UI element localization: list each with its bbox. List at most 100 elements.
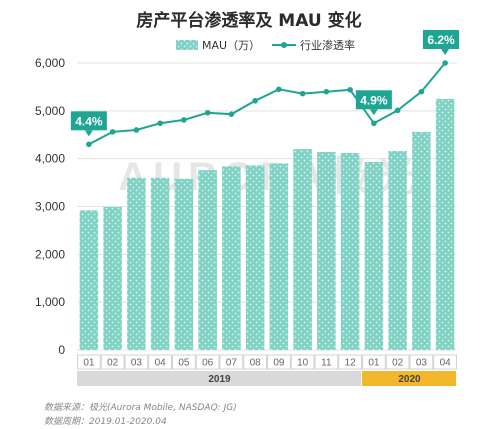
x-tick-label: 08 [250, 358, 262, 369]
callouts: 4.4% 4.9% 6.2% [70, 30, 459, 137]
mau-bar [79, 210, 99, 350]
x-tick-label: 06 [202, 358, 214, 369]
mau-bar [364, 162, 384, 350]
x-tick-label: 04 [155, 358, 167, 369]
penetration-point [323, 88, 330, 95]
penetration-point [181, 117, 187, 123]
callout-label: 4.9% [360, 93, 388, 107]
x-tick-label: 12 [345, 358, 357, 369]
callout-box [355, 90, 392, 110]
mau-bar [127, 177, 146, 350]
x-axis: 01 02 03 04 05 06 07 08 09 10 11 12 01 02 03 04 2019 2020 [77, 354, 457, 386]
month-cell [195, 354, 220, 370]
callout: 4.9% [355, 90, 392, 116]
penetration-point [394, 107, 401, 114]
callout: 6.2% [423, 30, 459, 55]
x-tick-label: 05 [178, 358, 190, 369]
penetration-point [252, 97, 258, 104]
y-tick-label: 2,000 [35, 247, 65, 261]
month-cell [290, 354, 315, 370]
x-tick-label: 02 [107, 358, 119, 369]
mau-bar [293, 149, 312, 350]
y-axis: 0 1,000 2,000 3,000 4,000 5,000 6,000 [35, 56, 65, 357]
penetration-point [228, 111, 235, 117]
month-cell [385, 354, 410, 370]
x-tick-label: 03 [416, 358, 428, 369]
month-cell [338, 354, 362, 370]
callout-box [70, 111, 107, 131]
penetration-point [418, 88, 425, 95]
penetration-point [442, 60, 448, 66]
month-cell [243, 354, 267, 370]
callout-label: 4.4% [75, 114, 103, 128]
y-tick-label: 4,000 [35, 152, 65, 166]
line-series [86, 60, 448, 148]
mau-bar [269, 163, 289, 350]
x-tick-label: 02 [392, 358, 404, 369]
mau-bar [174, 178, 194, 350]
x-tick-label: 01 [83, 358, 95, 369]
y-tick-label: 1,000 [35, 295, 65, 309]
x-tick-label: 09 [273, 358, 285, 369]
mau-bar [198, 170, 217, 350]
bar-series [79, 98, 455, 350]
chart-title: 房产平台渗透率及 MAU 变化 [136, 10, 361, 31]
callout: 4.4% [70, 111, 107, 137]
callout-pointer [369, 109, 378, 116]
penetration-point [347, 86, 353, 93]
month-cell [267, 354, 291, 370]
mau-bar [340, 152, 360, 350]
month-cell [172, 354, 196, 370]
callout-pointer [441, 49, 450, 55]
year-label: 2020 [398, 374, 421, 385]
callout-pointer [84, 130, 93, 137]
period-note: 数据周期：2019.01-2020.04 [44, 416, 167, 427]
penetration-point [133, 127, 140, 133]
mau-bar [412, 131, 431, 350]
source-note: 数据来源：极光(Aurora Mobile, NASDAQ: JG) [44, 402, 237, 413]
year-band [77, 371, 361, 386]
year-label: 2019 [208, 374, 231, 385]
legend-bar-label: MAU（万） [202, 39, 260, 52]
month-cell [124, 354, 149, 370]
legend: MAU（万） 行业渗透率 [176, 38, 355, 52]
penetration-point [299, 90, 306, 97]
penetration-point [276, 86, 282, 93]
mau-bar [388, 151, 407, 350]
month-cell [314, 354, 339, 370]
x-tick-label: 01 [368, 358, 380, 369]
month-cell [433, 354, 457, 370]
legend-line-label: 行业渗透率 [300, 38, 355, 52]
penetration-point [371, 120, 377, 127]
penetration-point [157, 120, 163, 127]
penetration-line [88, 62, 446, 146]
month-cell [219, 354, 244, 370]
mau-bar [317, 151, 336, 350]
x-tick-label: 10 [297, 358, 309, 369]
y-tick-label: 5,000 [35, 104, 65, 118]
x-tick-label: 11 [321, 358, 332, 369]
year-band [362, 371, 456, 386]
mau-bar [245, 165, 265, 350]
x-tick-label: 03 [131, 358, 143, 369]
legend-line-marker [281, 42, 287, 48]
mau-bar [222, 166, 241, 350]
callout-box [423, 30, 459, 49]
mau-bar [103, 206, 122, 350]
penetration-point [204, 109, 211, 116]
penetration-point [109, 129, 116, 135]
month-cell [362, 354, 386, 370]
callout-label: 6.2% [427, 33, 455, 47]
y-tick-label: 6,000 [35, 56, 65, 70]
x-tick-label: 07 [226, 358, 238, 369]
mau-bar [435, 98, 455, 350]
month-cell [409, 354, 434, 370]
y-tick-label: 0 [58, 343, 65, 357]
y-tick-label: 3,000 [35, 200, 65, 214]
legend-bar-swatch [176, 40, 198, 50]
month-cell [100, 354, 125, 370]
penetration-point [86, 141, 92, 148]
x-tick-label: 04 [440, 358, 452, 369]
